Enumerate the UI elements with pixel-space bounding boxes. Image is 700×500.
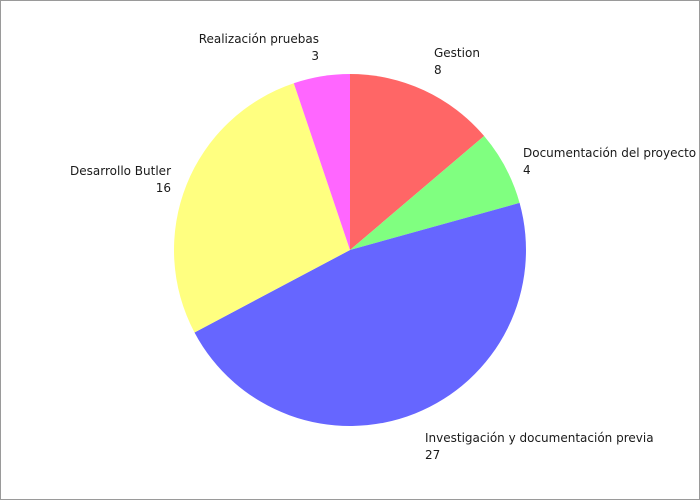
pie-slices xyxy=(173,74,526,426)
slice-label-gestion: Gestion xyxy=(434,46,480,60)
pie-labels: Gestion 8 Documentación del proyecto 4 Inves… xyxy=(70,32,696,462)
pie-slice-desarrollo-butler xyxy=(173,83,350,333)
pie-slice-documentacion-del-proyecto xyxy=(350,136,520,250)
pie-slice-gestion xyxy=(350,74,485,250)
slice-label-desarrollo-butler: Desarrollo Butler xyxy=(70,164,171,178)
slice-label-investigacion-y-documentacion-previa: Investigación y documentación previa xyxy=(425,431,654,445)
slice-value-investigacion-y-documentacion-previa: 27 xyxy=(425,448,440,462)
pie-slice-investigacion-y-documentacion-previa xyxy=(194,202,526,426)
slice-label-realizacion-pruebas: Realización pruebas xyxy=(199,32,319,46)
slice-value-gestion: 8 xyxy=(434,63,442,77)
slice-value-documentacion-del-proyecto: 4 xyxy=(523,163,531,177)
slice-value-realizacion-pruebas: 3 xyxy=(311,49,319,63)
pie-slice-realizacion-pruebas xyxy=(293,74,350,250)
slice-label-documentacion-del-proyecto: Documentación del proyecto xyxy=(523,146,696,160)
slice-value-desarrollo-butler: 16 xyxy=(156,181,171,195)
